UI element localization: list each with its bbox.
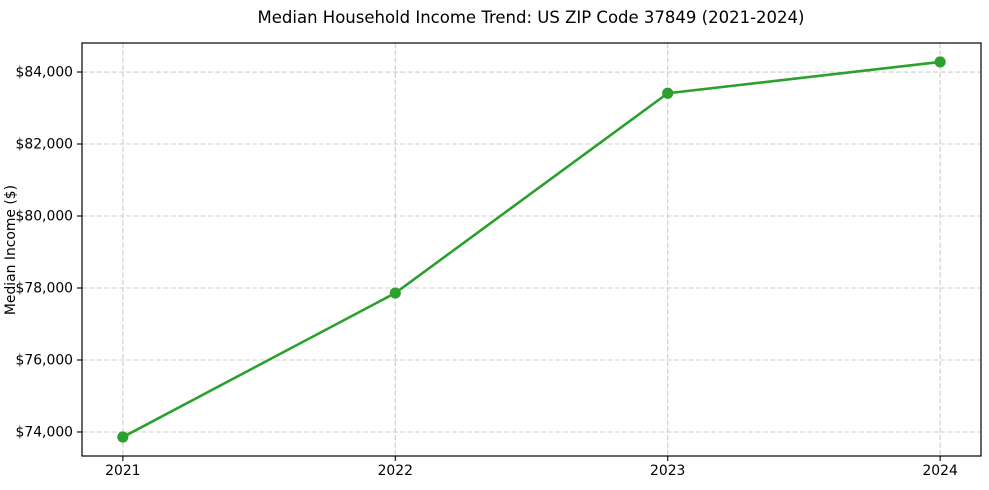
y-axis-label: Median Income ($) [3, 185, 19, 315]
y-tick-label: $74,000 [16, 425, 73, 441]
data-point [117, 431, 129, 443]
chart-title: Median Household Income Trend: US ZIP Co… [258, 8, 805, 27]
data-point [389, 287, 401, 299]
y-tick-label: $78,000 [16, 281, 73, 297]
axes-spines [81, 42, 982, 457]
x-tick-label: 2021 [105, 463, 140, 479]
x-tick-label: 2024 [922, 463, 958, 479]
data-point [934, 56, 946, 68]
data-point [662, 87, 674, 99]
x-tick-label: 2023 [650, 463, 685, 479]
y-tick-label: $76,000 [16, 353, 73, 369]
y-tick-label: $84,000 [16, 65, 73, 81]
y-tick-label: $80,000 [16, 209, 73, 225]
data-line [121, 60, 942, 439]
plot-area: 2021 2022 2023 2024 $74,000 $76,000 $78,000 $80… [16, 42, 982, 479]
y-tick-label: $82,000 [16, 137, 73, 153]
x-tick-label: 2022 [378, 463, 413, 479]
